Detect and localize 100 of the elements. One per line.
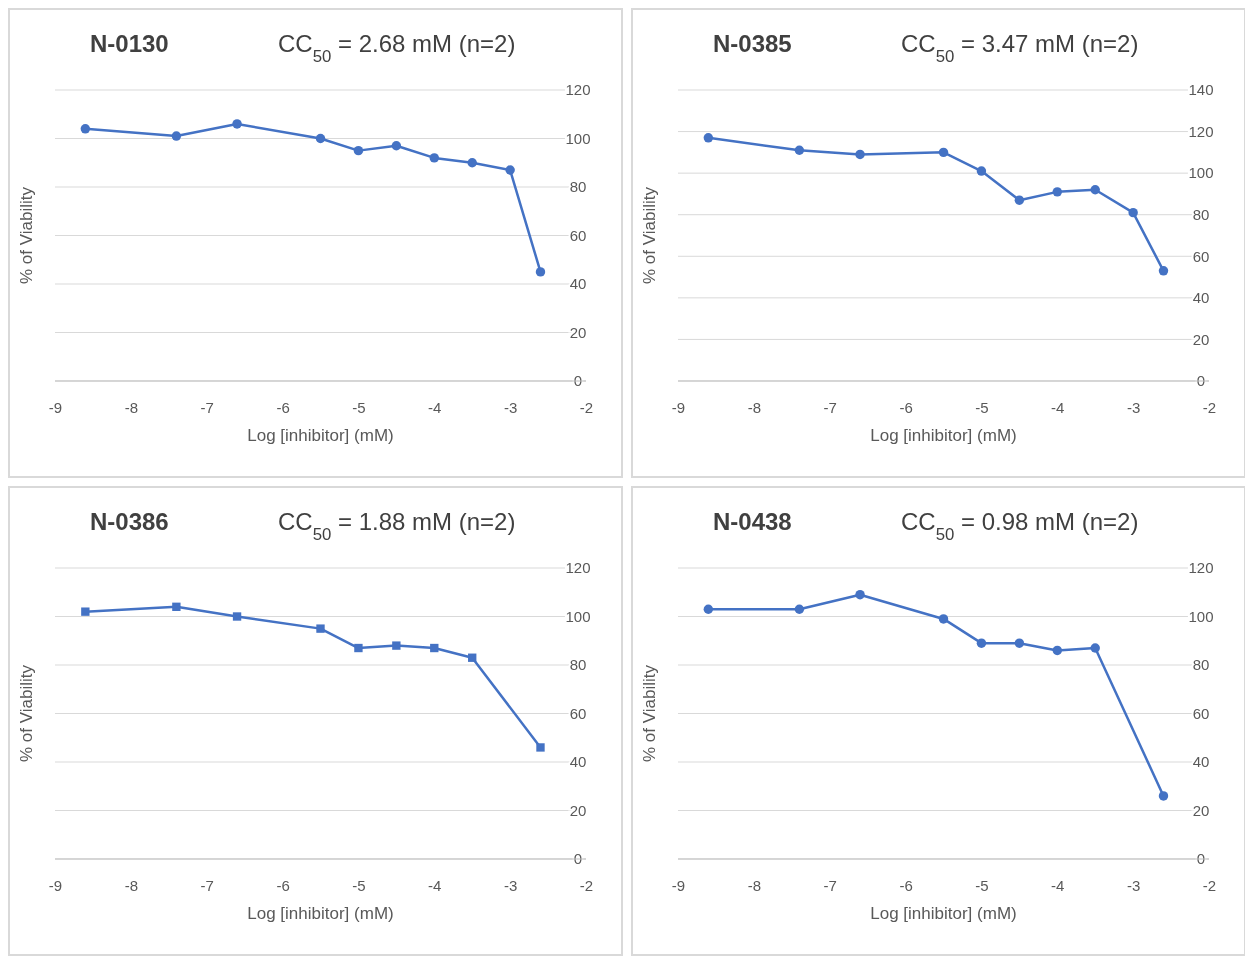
x-tick-label: -6 xyxy=(899,398,913,416)
point xyxy=(938,614,949,624)
point xyxy=(1090,185,1100,195)
point xyxy=(316,624,325,633)
x-tick-label: -9 xyxy=(671,876,686,894)
y-tick-label: 100 xyxy=(1188,164,1214,182)
point xyxy=(1014,195,1025,205)
point xyxy=(80,124,91,134)
y-tick-label: 40 xyxy=(569,275,587,293)
point xyxy=(938,147,949,158)
x-tick-label: -3 xyxy=(1126,398,1141,416)
point xyxy=(1014,638,1025,648)
x-tick-label: -4 xyxy=(1051,876,1065,894)
point xyxy=(354,643,363,653)
x-tick-label: -8 xyxy=(124,398,139,416)
y-tick-label: 140 xyxy=(1188,81,1214,99)
chart-title: N-0438 xyxy=(713,508,792,535)
y-axis-title: % of Viability xyxy=(640,186,659,285)
y-tick-label: 0 xyxy=(1196,372,1206,390)
point xyxy=(232,612,242,621)
point xyxy=(429,153,440,163)
point xyxy=(392,641,401,650)
y-tick-label: 40 xyxy=(1192,289,1210,307)
x-tick-label: -9 xyxy=(671,398,686,416)
y-tick-label: 80 xyxy=(1192,206,1210,224)
point xyxy=(976,638,987,648)
y-axis-title: % of Viability xyxy=(640,664,659,763)
chart-subtitle: CC$_{50}$ = 1.88 mM (n=2) xyxy=(278,508,516,544)
point xyxy=(703,133,714,143)
chart-subtitle: CC$_{50}$ = 3.47 mM (n=2) xyxy=(901,30,1139,66)
point xyxy=(467,158,477,168)
x-tick-label: -2 xyxy=(579,876,594,894)
point xyxy=(536,743,545,752)
point xyxy=(1128,207,1138,218)
y-tick-label: 0 xyxy=(573,850,583,868)
y-tick-label: 80 xyxy=(569,656,587,674)
x-tick-label: -8 xyxy=(124,876,139,894)
point xyxy=(391,141,402,151)
point xyxy=(535,267,546,277)
y-tick-label: 20 xyxy=(569,323,587,341)
point xyxy=(1158,791,1169,801)
x-tick-label: -9 xyxy=(48,876,63,894)
point xyxy=(468,653,477,662)
point xyxy=(1158,266,1169,276)
point xyxy=(855,149,865,160)
x-tick-label: -7 xyxy=(823,398,837,416)
x-tick-label: -8 xyxy=(747,398,762,416)
y-tick-label: 60 xyxy=(1192,704,1210,722)
y-tick-label: 0 xyxy=(573,372,583,390)
point xyxy=(1052,645,1063,656)
y-tick-label: 40 xyxy=(569,753,587,771)
point xyxy=(353,145,364,156)
chart-subtitle: CC$_{50}$ = 0.98 mM (n=2) xyxy=(901,508,1139,544)
x-axis-title: Log [inhibitor] (mM) xyxy=(870,426,1017,445)
point xyxy=(794,145,805,155)
point xyxy=(171,131,182,141)
point xyxy=(1052,187,1063,197)
x-tick-label: -7 xyxy=(200,398,214,416)
y-tick-label: 120 xyxy=(565,81,591,99)
x-tick-label: -5 xyxy=(352,876,366,894)
x-tick-label: -8 xyxy=(747,876,762,894)
chart-title: N-0385 xyxy=(713,30,792,57)
y-tick-label: 100 xyxy=(1188,607,1214,625)
x-tick-label: -6 xyxy=(276,876,290,894)
point xyxy=(232,119,242,129)
x-tick-label: -5 xyxy=(975,876,989,894)
x-tick-label: -4 xyxy=(428,398,442,416)
y-tick-label: 20 xyxy=(1192,801,1210,819)
x-tick-label: -7 xyxy=(823,876,837,894)
y-tick-label: 40 xyxy=(1192,753,1210,771)
y-tick-label: 100 xyxy=(565,607,591,625)
y-tick-label: 80 xyxy=(1192,656,1210,674)
point xyxy=(976,166,987,176)
y-tick-label: 60 xyxy=(569,704,587,722)
point xyxy=(430,643,439,653)
x-tick-label: -9 xyxy=(48,398,63,416)
y-tick-label: 120 xyxy=(565,559,591,577)
y-axis-title: % of Viability xyxy=(17,186,36,285)
point xyxy=(1090,643,1100,653)
x-axis-title: Log [inhibitor] (mM) xyxy=(247,426,394,445)
x-tick-label: -3 xyxy=(503,876,518,894)
y-tick-label: 60 xyxy=(1192,247,1210,265)
point xyxy=(794,604,805,614)
y-tick-label: 20 xyxy=(1192,330,1210,348)
x-tick-label: -4 xyxy=(1051,398,1065,416)
x-tick-label: -7 xyxy=(200,876,214,894)
point xyxy=(315,133,326,144)
y-tick-label: 20 xyxy=(569,801,587,819)
point xyxy=(81,607,90,616)
point xyxy=(703,604,714,614)
point xyxy=(855,589,865,600)
y-axis-title: % of Viability xyxy=(17,664,36,763)
y-tick-label: 80 xyxy=(569,178,587,196)
y-tick-label: 60 xyxy=(569,226,587,244)
x-axis-title: Log [inhibitor] (mM) xyxy=(870,904,1017,923)
point xyxy=(172,602,181,611)
x-tick-label: -4 xyxy=(428,876,442,894)
x-tick-label: -3 xyxy=(503,398,518,416)
y-tick-label: 100 xyxy=(565,129,591,147)
x-tick-label: -5 xyxy=(352,398,366,416)
